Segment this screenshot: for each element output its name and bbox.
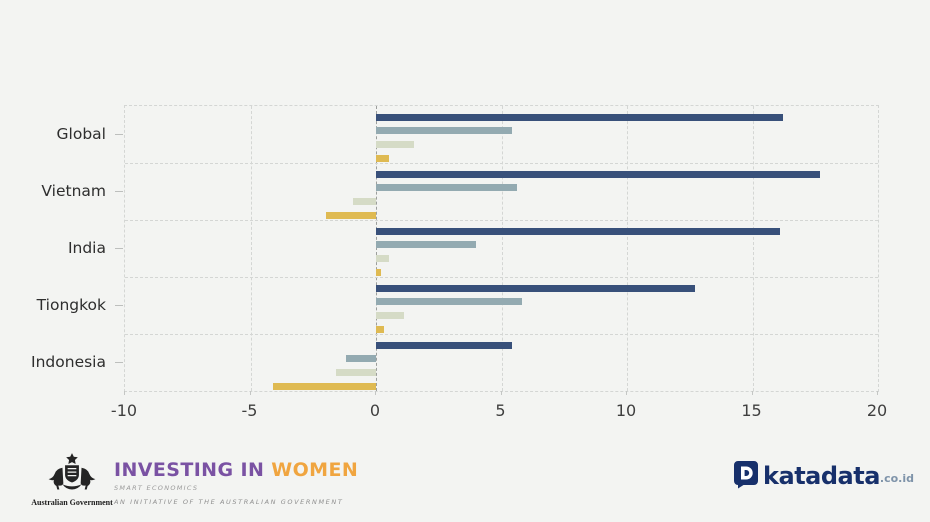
bar-indonesia-s3 xyxy=(335,369,376,377)
bar-india-s4 xyxy=(376,268,382,276)
category-label-vietnam: Vietnam xyxy=(41,181,106,200)
aus-gov-caption: Australian Government xyxy=(31,498,113,507)
bar-global-s3 xyxy=(376,141,414,149)
bar-india-s3 xyxy=(376,255,389,263)
bar-tiongkok-s4 xyxy=(376,325,384,333)
horizontal-gridline xyxy=(125,277,878,278)
bar-indonesia-s1 xyxy=(376,341,512,349)
x-tick-mark xyxy=(626,391,627,395)
category-label-india: India xyxy=(67,238,106,257)
bar-indonesia-s4 xyxy=(273,382,376,390)
x-tick-label-5: 5 xyxy=(495,401,506,420)
horizontal-gridline xyxy=(125,220,878,221)
bar-global-s2 xyxy=(376,127,512,135)
x-tick-mark xyxy=(877,391,878,395)
x-tick-mark xyxy=(249,391,251,395)
category-label-tiongkok: Tiongkok xyxy=(36,295,106,314)
katadata-d-icon xyxy=(734,461,759,489)
bar-tiongkok-s1 xyxy=(376,284,695,292)
x-tick-mark xyxy=(751,391,753,395)
vertical-gridline xyxy=(250,106,252,391)
horizontal-gridline xyxy=(125,163,878,164)
iw-tagline: SMART ECONOMICS xyxy=(114,484,199,492)
iw-wordmark-part1: INVESTING IN xyxy=(114,459,272,481)
katadata-domain-suffix: .co.id xyxy=(879,472,914,485)
y-tick-mark xyxy=(115,361,123,363)
footer: Australian Government INVESTING IN WOMEN… xyxy=(0,447,930,522)
bar-india-s1 xyxy=(376,227,781,235)
bar-tiongkok-s2 xyxy=(376,298,522,306)
plot-area xyxy=(124,105,879,392)
category-label-indonesia: Indonesia xyxy=(31,352,106,371)
x-tick-mark xyxy=(375,391,376,395)
vertical-gridline xyxy=(752,106,754,391)
bar-global-s1 xyxy=(376,113,783,121)
bar-vietnam-s4 xyxy=(325,211,376,219)
katadata-logo: katadata .co.id xyxy=(734,461,914,489)
bar-india-s2 xyxy=(376,241,477,249)
australian-government-logo: Australian Government xyxy=(30,453,114,507)
investing-in-women-logo: INVESTING IN WOMEN SMART ECONOMICS AN IN… xyxy=(114,459,358,506)
bar-indonesia-s2 xyxy=(345,355,376,363)
bar-tiongkok-s3 xyxy=(376,312,404,320)
x-tick-label-15: 15 xyxy=(741,401,762,420)
coat-of-arms-icon xyxy=(48,453,96,490)
bar-global-s4 xyxy=(376,154,389,162)
x-tick-label-0: 0 xyxy=(369,401,381,420)
bar-vietnam-s3 xyxy=(353,198,376,206)
y-tick-mark xyxy=(115,190,123,192)
y-axis: Global Vietnam India Tiongkok Indonesia xyxy=(0,105,123,390)
vertical-gridline xyxy=(627,106,628,391)
x-tick-label-10: 10 xyxy=(615,401,637,420)
y-tick-mark xyxy=(115,133,123,135)
katadata-wordmark: katadata xyxy=(763,462,880,490)
iw-initiative-line: AN INITIATIVE OF THE AUSTRALIAN GOVERNME… xyxy=(114,498,344,506)
iw-wordmark-part2: WOMEN xyxy=(271,459,359,481)
x-tick-label--5: -5 xyxy=(241,401,258,420)
x-axis: -10 -5 0 5 10 15 20 xyxy=(111,391,887,423)
bar-vietnam-s2 xyxy=(376,184,517,192)
horizontal-gridline xyxy=(125,334,878,335)
x-tick-label-20: 20 xyxy=(866,401,888,420)
category-label-global: Global xyxy=(56,124,106,143)
iw-wordmark: INVESTING IN WOMEN xyxy=(114,459,358,481)
y-tick-mark xyxy=(115,247,123,249)
x-tick-mark xyxy=(124,391,125,395)
bar-vietnam-s1 xyxy=(376,170,821,178)
y-tick-mark xyxy=(115,304,123,306)
x-tick-mark xyxy=(500,391,502,395)
x-tick-label--10: -10 xyxy=(110,401,138,420)
